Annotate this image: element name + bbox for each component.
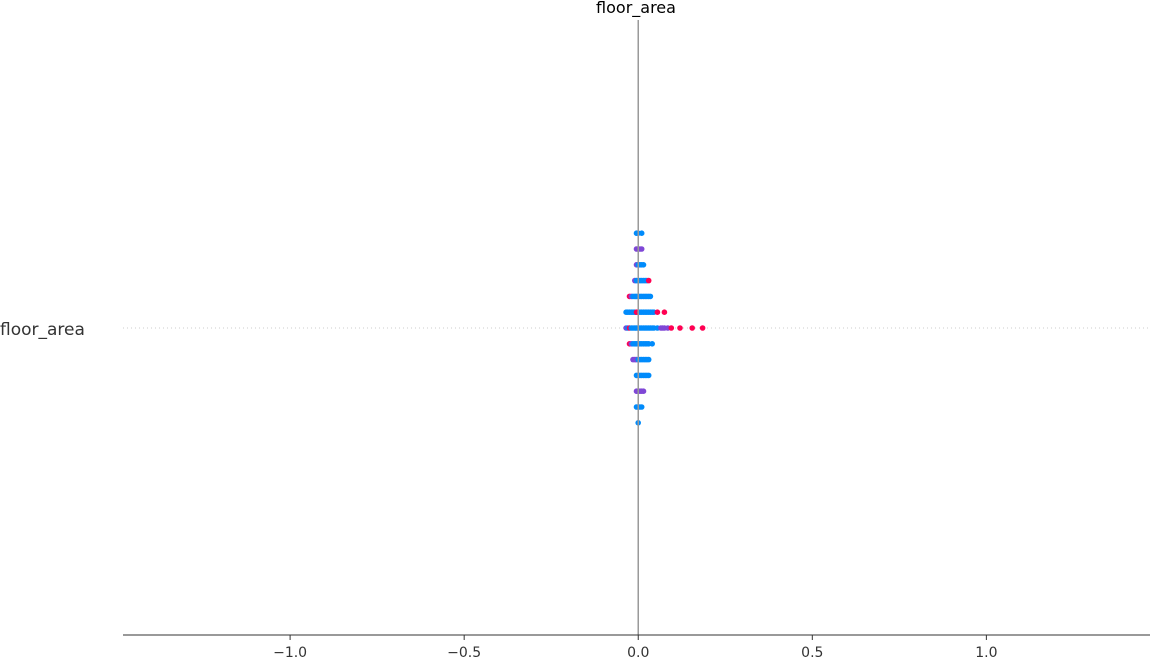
shap-point [640,388,647,395]
shap-point [645,356,652,363]
shap-point [649,341,655,347]
x-tick-label: 0.5 [801,645,823,660]
shap-point [645,277,652,284]
shap-point [677,325,683,331]
shap-point [647,293,654,300]
x-ticks: −1.0 −0.5 0.0 0.5 1.0 [273,635,998,660]
shap-point [661,309,668,316]
shap-point [654,309,661,316]
shap-point [638,246,645,252]
x-tick-label: 0.0 [627,645,649,660]
shap-point [645,372,652,379]
x-tick-label: 1.0 [975,645,997,660]
chart-title: floor_area [596,0,676,18]
shap-point [640,262,647,268]
feature-label-floor-area: floor_area [0,320,85,340]
shap-point [689,325,695,331]
x-tick-label: −1.0 [273,645,307,660]
shap-point [638,230,645,236]
shap-point [638,404,645,410]
shap-point [668,325,675,331]
points-layer [623,230,706,426]
shap-point [699,325,706,331]
x-tick-label: −0.5 [447,645,481,660]
